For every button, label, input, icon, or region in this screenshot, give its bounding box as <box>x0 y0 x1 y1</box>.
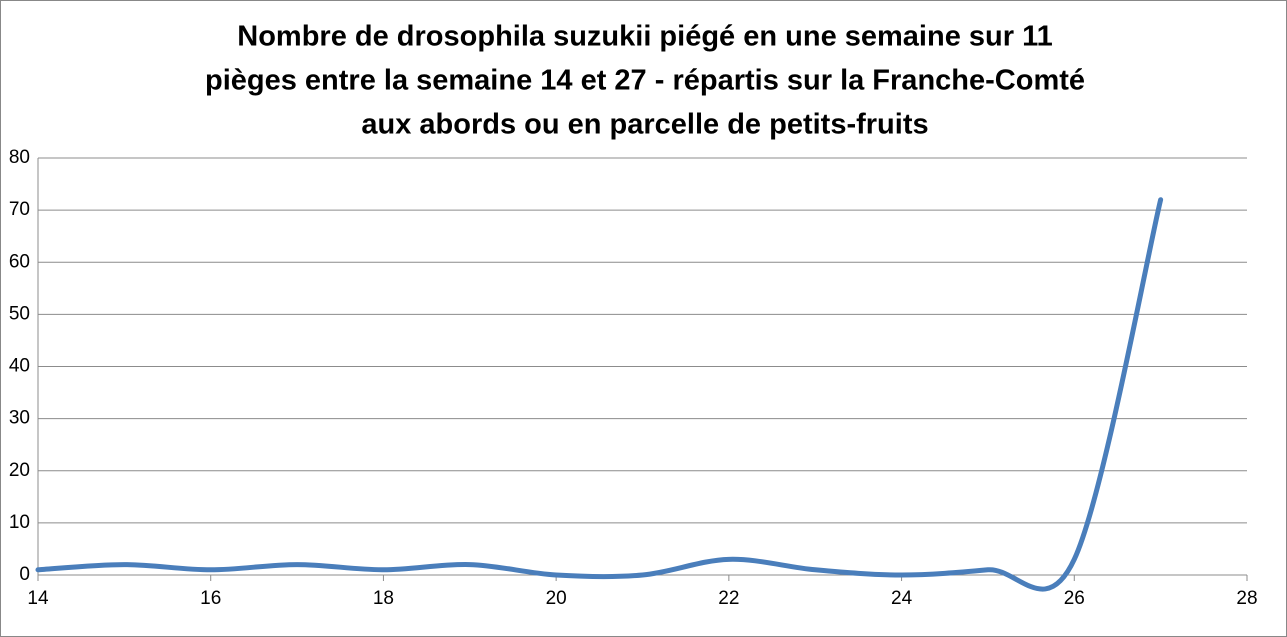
y-tick-label: 50 <box>9 303 30 324</box>
x-tick-label: 16 <box>200 588 221 609</box>
chart-title-line: aux abords ou en parcelle de petits-frui… <box>361 109 928 141</box>
y-tick-label: 30 <box>9 408 30 429</box>
chart-title-line: Nombre de drosophila suzukii piégé en un… <box>237 21 1052 53</box>
chart-title-line: pièges entre la semaine 14 et 27 - répar… <box>205 65 1085 97</box>
y-tick-label: 20 <box>9 460 30 481</box>
x-tick-label: 24 <box>891 588 913 609</box>
x-tick-label: 14 <box>27 588 49 609</box>
x-tick-label: 28 <box>1236 588 1257 609</box>
y-tick-label: 60 <box>9 251 30 272</box>
x-tick-label: 20 <box>546 588 567 609</box>
y-tick-label: 10 <box>9 512 30 533</box>
y-tick-label: 70 <box>9 199 30 220</box>
x-tick-label: 18 <box>373 588 394 609</box>
x-tick-label: 26 <box>1064 588 1085 609</box>
y-tick-label: 40 <box>9 356 30 377</box>
y-tick-label: 0 <box>19 564 30 585</box>
x-tick-label: 22 <box>718 588 739 609</box>
data-line <box>35 197 1164 592</box>
y-tick-label: 80 <box>9 147 30 168</box>
